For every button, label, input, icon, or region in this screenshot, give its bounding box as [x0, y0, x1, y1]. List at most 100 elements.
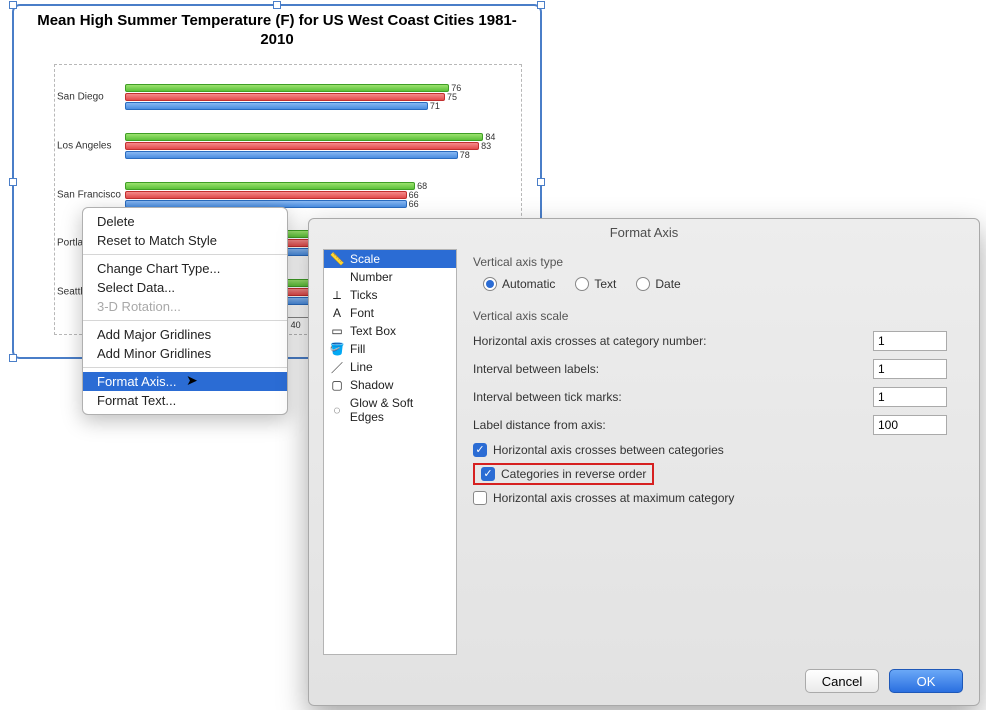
x-tick-label: 40: [291, 320, 301, 330]
category-label: San Francisco: [57, 189, 121, 200]
value-label: 78: [460, 150, 470, 160]
sidebar-item[interactable]: ◌ Glow & Soft Edges: [324, 394, 456, 426]
glow-icon: ◌: [330, 403, 344, 417]
field-label: Label distance from axis:: [473, 418, 606, 432]
sidebar-item-label: Font: [350, 306, 374, 320]
sidebar-item[interactable]: ／ Line: [324, 358, 456, 376]
resize-handle[interactable]: [9, 1, 17, 9]
sidebar-item-label: Number: [350, 270, 393, 284]
context-menu-item[interactable]: Add Minor Gridlines: [83, 344, 287, 363]
paint-icon: 🪣: [330, 342, 344, 356]
label-distance-input[interactable]: [873, 415, 947, 435]
field-label-distance: Label distance from axis:: [473, 415, 965, 435]
field-interval-ticks: Interval between tick marks:: [473, 387, 965, 407]
field-cross-at: Horizontal axis crosses at category numb…: [473, 331, 965, 351]
bar[interactable]: [125, 142, 479, 150]
line-icon: ／: [330, 360, 344, 374]
value-label: 83: [481, 141, 491, 151]
radio-label: Automatic: [502, 277, 555, 291]
checkbox-icon[interactable]: [473, 491, 487, 505]
checkbox-label: Horizontal axis crosses between categori…: [493, 443, 724, 457]
ruler-icon: 📏: [330, 252, 344, 266]
checkbox-label: Horizontal axis crosses at maximum categ…: [493, 491, 734, 505]
ok-button[interactable]: OK: [889, 669, 963, 693]
field-label: Interval between tick marks:: [473, 390, 622, 404]
sidebar-item-label: Fill: [350, 342, 365, 356]
sidebar-item[interactable]: ▭ Text Box: [324, 322, 456, 340]
bar[interactable]: [125, 151, 458, 159]
blank-icon: [330, 270, 344, 284]
dialog-title: Format Axis: [309, 219, 979, 250]
sidebar-item[interactable]: ▢ Shadow: [324, 376, 456, 394]
menu-separator: [83, 367, 287, 368]
field-label: Interval between labels:: [473, 362, 599, 376]
context-menu-item[interactable]: Format Axis...: [83, 372, 287, 391]
cross-at-input[interactable]: [873, 331, 947, 351]
radio-option[interactable]: Automatic: [483, 277, 555, 291]
menu-separator: [83, 254, 287, 255]
sidebar-item[interactable]: A Font: [324, 304, 456, 322]
context-menu-item[interactable]: Change Chart Type...: [83, 259, 287, 278]
sidebar-item[interactable]: 📏 Scale: [324, 250, 456, 268]
sidebar-item-label: Line: [350, 360, 373, 374]
highlight-box: Categories in reverse order: [473, 463, 654, 485]
resize-handle[interactable]: [537, 1, 545, 9]
sidebar-item[interactable]: ⟂ Ticks: [324, 286, 456, 304]
checkbox-icon[interactable]: [481, 467, 495, 481]
radio-option[interactable]: Date: [636, 277, 680, 291]
checkbox-crosses-max[interactable]: Horizontal axis crosses at maximum categ…: [473, 491, 965, 505]
context-menu-item[interactable]: Reset to Match Style: [83, 231, 287, 250]
bar[interactable]: [125, 84, 449, 92]
mouse-cursor-icon: ➤: [186, 372, 198, 389]
value-label: 75: [447, 92, 457, 102]
resize-handle[interactable]: [537, 178, 545, 186]
context-menu-item[interactable]: Delete: [83, 212, 287, 231]
axis-type-radio-group: Automatic Text Date: [483, 277, 965, 291]
checkbox-icon[interactable]: [473, 443, 487, 457]
shadow-icon: ▢: [330, 378, 344, 392]
ticks-icon: ⟂: [330, 288, 344, 302]
checkbox-crosses-between[interactable]: Horizontal axis crosses between categori…: [473, 443, 965, 457]
bar[interactable]: [125, 102, 428, 110]
bar[interactable]: [125, 191, 407, 199]
checkbox-reverse-order[interactable]: Categories in reverse order: [473, 463, 965, 485]
format-axis-dialog[interactable]: Format Axis 📏 Scale Number ⟂ Ticks A Font ▭ Tex…: [308, 218, 980, 706]
sidebar-item-label: Shadow: [350, 378, 393, 392]
field-label: Horizontal axis crosses at category numb…: [473, 334, 706, 348]
cancel-button[interactable]: Cancel: [805, 669, 879, 693]
resize-handle[interactable]: [9, 354, 17, 362]
font-icon: A: [330, 306, 344, 320]
context-menu[interactable]: DeleteReset to Match Style Change Chart T…: [82, 207, 288, 415]
radio-option[interactable]: Text: [575, 277, 616, 291]
sidebar-item[interactable]: Number: [324, 268, 456, 286]
field-interval-labels: Interval between labels:: [473, 359, 965, 379]
chart-title: Mean High Summer Temperature (F) for US …: [14, 6, 540, 50]
sidebar-item-label: Glow & Soft Edges: [350, 396, 450, 424]
sidebar-item[interactable]: 🪣 Fill: [324, 340, 456, 358]
resize-handle[interactable]: [273, 1, 281, 9]
radio-label: Date: [655, 277, 680, 291]
sidebar-item-label: Ticks: [350, 288, 378, 302]
context-menu-item: 3-D Rotation...: [83, 297, 287, 316]
value-label: 66: [409, 199, 419, 209]
vertical-axis-type-label: Vertical axis type: [473, 255, 965, 269]
context-menu-item[interactable]: Format Text...: [83, 391, 287, 410]
value-label: 68: [417, 181, 427, 191]
interval-labels-input[interactable]: [873, 359, 947, 379]
context-menu-item[interactable]: Add Major Gridlines: [83, 325, 287, 344]
radio-icon[interactable]: [636, 277, 650, 291]
bar[interactable]: [125, 93, 445, 101]
radio-icon[interactable]: [575, 277, 589, 291]
bar[interactable]: [125, 133, 483, 141]
textbox-icon: ▭: [330, 324, 344, 338]
context-menu-item[interactable]: Select Data...: [83, 278, 287, 297]
resize-handle[interactable]: [9, 178, 17, 186]
vertical-axis-scale-label: Vertical axis scale: [473, 309, 965, 323]
bar[interactable]: [125, 182, 415, 190]
dialog-sidebar[interactable]: 📏 Scale Number ⟂ Ticks A Font ▭ Text Box 🪣 Fill ／ L…: [323, 249, 457, 655]
radio-icon[interactable]: [483, 277, 497, 291]
interval-ticks-input[interactable]: [873, 387, 947, 407]
checkbox-label: Categories in reverse order: [501, 467, 646, 481]
sidebar-item-label: Scale: [350, 252, 380, 266]
sidebar-item-label: Text Box: [350, 324, 396, 338]
